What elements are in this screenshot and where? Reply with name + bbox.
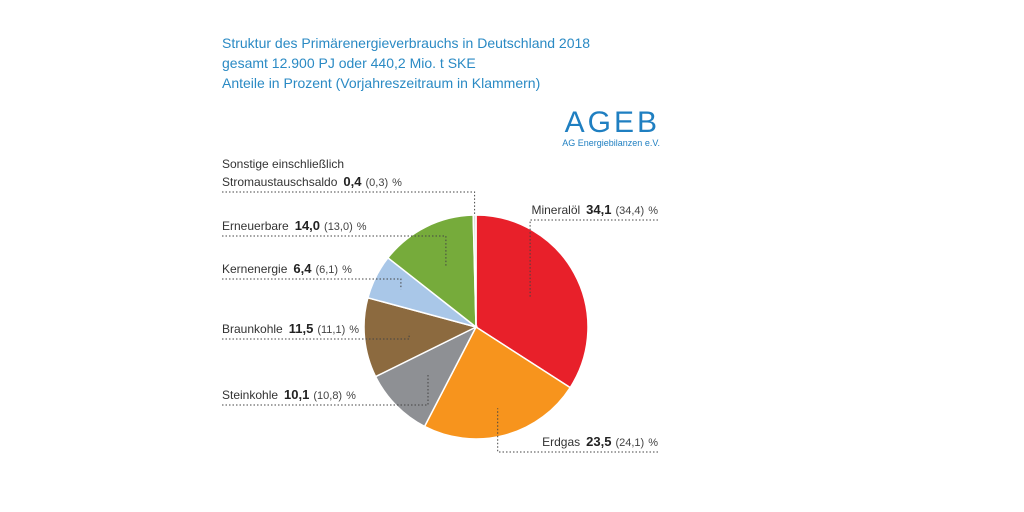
pie-slice-braunkohle [363,296,479,378]
slice-label-value: 10,1 [284,387,309,402]
leader-line-sonstige [222,191,476,215]
label-sonstige: Sonstige einschließlich Stromaustauschsa… [222,157,402,189]
slice-label-value: 23,5 [586,434,611,449]
slice-label-prev: (11,1) [317,324,345,336]
pie-slice-erneuerbare [386,214,477,329]
ageb-logo: AGEB [565,106,660,139]
slice-label-value: 11,5 [289,321,314,336]
leader-line-erneuerbare [222,235,447,267]
slice-label-unit: % [648,437,658,449]
pie-slice-sonstige [472,214,477,328]
label-erneuerbare: Erneuerbare 14,0 (13,0)% [222,218,367,233]
chart-subtitle-total: gesamt 12.900 PJ oder 440,2 Mio. t SKE [222,55,476,71]
leader-line-kernenergie [222,278,402,290]
slice-label-name: Kernenergie [222,262,288,276]
leader-line-mineraloel [529,219,658,298]
slice-label-name: Mineralöl [531,203,580,217]
slice-label-unit: % [349,324,359,336]
slice-label-prev: (13,0) [324,221,353,233]
slice-label-value: 0,4 [343,174,362,189]
slice-label-unit: % [357,221,367,233]
pie-slice-erdgas [423,325,572,440]
slice-label-name: Steinkohle [222,388,278,402]
leader-lines [222,191,658,453]
chart-title: Struktur des Primärenergieverbrauchs in … [222,35,590,51]
slice-label-value: 6,4 [293,261,312,276]
slice-label-unit: % [392,177,402,189]
slice-label-unit: % [648,205,658,217]
pie-slices [363,214,589,440]
slice-label-name: Braunkohle [222,322,283,336]
leader-line-erdgas [497,408,658,453]
slice-label-value: 14,0 [295,218,320,233]
slice-label-name: Erdgas [542,435,580,449]
label-mineraloel: Mineralöl 34,1 (34,4)% [531,202,658,217]
label-braunkohle: Braunkohle 11,5 (11,1)% [222,321,359,336]
slice-label-name-line2: Stromaustauschsaldo [222,175,338,189]
ageb-logo-subtitle: AG Energiebilanzen e.V. [562,138,660,148]
slice-label-name: Erneuerbare [222,219,289,233]
label-kernenergie: Kernenergie 6,4 (6,1)% [222,261,352,276]
chart-subtitle-shares: Anteile in Prozent (Vorjahreszeitraum in… [222,75,540,91]
slice-label-name-line1: Sonstige einschließlich [222,157,344,171]
slice-label-prev: (24,1) [615,437,644,449]
slice-label-prev: (6,1) [315,264,338,276]
label-erdgas: Erdgas 23,5 (24,1)% [542,434,658,449]
slice-label-prev: (34,4) [615,205,644,217]
slice-label-unit: % [346,390,356,402]
label-steinkohle: Steinkohle 10,1 (10,8)% [222,387,356,402]
slice-label-prev: (0,3) [365,177,388,189]
slice-label-prev: (10,8) [313,390,342,402]
pie-slice-steinkohle [374,325,478,428]
slice-label-value: 34,1 [586,202,611,217]
slice-label-unit: % [342,264,352,276]
